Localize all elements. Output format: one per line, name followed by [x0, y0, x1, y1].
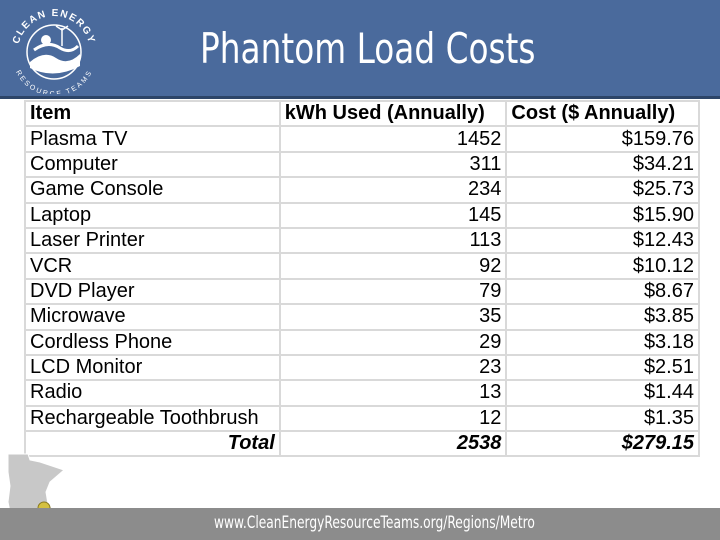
- table-row: Game Console 234 $25.73: [26, 178, 698, 202]
- cost-cell: $3.85: [507, 305, 698, 329]
- cost-cell: $159.76: [507, 127, 698, 151]
- title-banner: [0, 0, 720, 96]
- item-cell: Game Console: [26, 178, 279, 202]
- phantom-load-table-container: Item kWh Used (Annually) Cost ($ Annuall…: [24, 100, 700, 458]
- kwh-cell: 13: [280, 381, 506, 405]
- item-cell: Laptop: [26, 203, 279, 227]
- kwh-cell: 23: [280, 355, 506, 380]
- svg-text:CLEAN ENERGY: CLEAN ENERGY: [11, 8, 97, 45]
- kwh-cell: 79: [280, 279, 506, 304]
- kwh-cell: 12: [280, 406, 506, 431]
- kwh-cell: 234: [280, 178, 506, 202]
- cost-cell: $34.21: [507, 152, 698, 177]
- footer-url[interactable]: www.CleanEnergyResourceTeams.org/Regions…: [214, 513, 535, 533]
- item-cell: Computer: [26, 152, 279, 177]
- table-header-row: Item kWh Used (Annually) Cost ($ Annuall…: [26, 102, 698, 126]
- table-row: Laser Printer 113 $12.43: [26, 228, 698, 253]
- table-row: Computer 311 $34.21: [26, 152, 698, 177]
- item-cell: Radio: [26, 381, 279, 405]
- kwh-cell: 311: [280, 152, 506, 177]
- kwh-cell: 113: [280, 228, 506, 253]
- cost-cell: $15.90: [507, 203, 698, 227]
- total-kwh: 2538: [280, 432, 506, 456]
- cost-cell: $25.73: [507, 178, 698, 202]
- kwh-cell: 35: [280, 305, 506, 329]
- table-row: Radio 13 $1.44: [26, 381, 698, 405]
- cost-cell: $2.51: [507, 355, 698, 380]
- page-title: Phantom Load Costs: [200, 24, 536, 73]
- header-item: Item: [26, 102, 279, 126]
- table-row: Microwave 35 $3.85: [26, 305, 698, 329]
- table-row: Rechargeable Toothbrush 12 $1.35: [26, 406, 698, 431]
- table-total-row: Total 2538 $279.15: [26, 432, 698, 456]
- table-body: Plasma TV 1452 $159.76 Computer 311 $34.21 Gam…: [26, 127, 698, 456]
- kwh-cell: 29: [280, 330, 506, 354]
- cost-cell: $3.18: [507, 330, 698, 354]
- item-cell: Microwave: [26, 305, 279, 329]
- kwh-cell: 1452: [280, 127, 506, 151]
- table-row: VCR 92 $10.12: [26, 254, 698, 278]
- cost-cell: $8.67: [507, 279, 698, 304]
- table-row: DVD Player 79 $8.67: [26, 279, 698, 304]
- header-cost: Cost ($ Annually): [507, 102, 698, 126]
- cost-cell: $1.35: [507, 406, 698, 431]
- banner-divider: [0, 96, 720, 99]
- cost-cell: $12.43: [507, 228, 698, 253]
- phantom-load-table: Item kWh Used (Annually) Cost ($ Annuall…: [24, 100, 700, 457]
- table-row: LCD Monitor 23 $2.51: [26, 355, 698, 380]
- item-cell: Laser Printer: [26, 228, 279, 253]
- clean-energy-resource-teams-logo: CLEAN ENERGY RESOURCE TEAMS: [11, 8, 97, 94]
- kwh-cell: 145: [280, 203, 506, 227]
- item-cell: DVD Player: [26, 279, 279, 304]
- item-cell: LCD Monitor: [26, 355, 279, 380]
- header-kwh: kWh Used (Annually): [280, 102, 506, 126]
- item-cell: Rechargeable Toothbrush: [26, 406, 279, 431]
- item-cell: Plasma TV: [26, 127, 279, 151]
- item-cell: Cordless Phone: [26, 330, 279, 354]
- table-row: Laptop 145 $15.90: [26, 203, 698, 227]
- table-row: Plasma TV 1452 $159.76: [26, 127, 698, 151]
- total-label: Total: [26, 432, 279, 456]
- logo-top-text: CLEAN ENERGY: [11, 8, 95, 45]
- total-cost: $279.15: [507, 432, 698, 456]
- cost-cell: $10.12: [507, 254, 698, 278]
- cost-cell: $1.44: [507, 381, 698, 405]
- table-row: Cordless Phone 29 $3.18: [26, 330, 698, 354]
- footer-bar: [0, 508, 720, 540]
- item-cell: VCR: [26, 254, 279, 278]
- kwh-cell: 92: [280, 254, 506, 278]
